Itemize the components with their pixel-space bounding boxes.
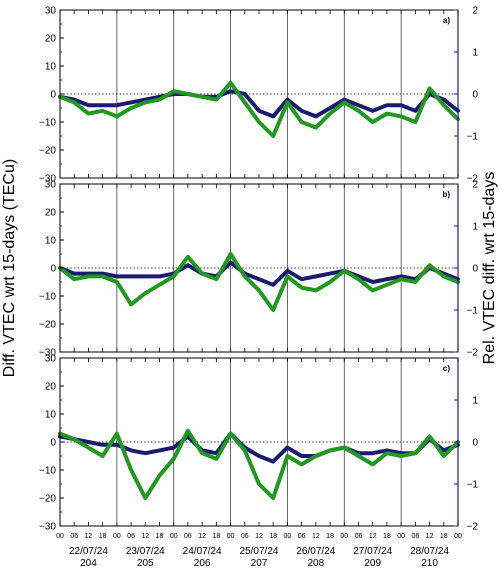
x-tick-label: 12: [255, 533, 263, 540]
doy-label: 208: [308, 558, 325, 568]
y-tick-label-left: −30: [39, 522, 56, 533]
y-tick-label-left: 10: [45, 62, 57, 73]
x-tick-label: 06: [70, 533, 78, 540]
y-tick-label-right: −1: [467, 480, 479, 491]
x-tick-label: 18: [156, 533, 164, 540]
left-axis-title: Diff. VTEC wrt 15-days (TECu): [1, 159, 18, 377]
y-tick-label-right: 1: [472, 222, 478, 233]
panel-label: b): [442, 190, 450, 199]
y-tick-label-left: 30: [45, 6, 57, 17]
series-line-2: [58, 252, 460, 312]
x-tick-label: 06: [184, 533, 192, 540]
y-tick-label-left: −10: [39, 118, 56, 129]
x-tick-label: 00: [284, 533, 292, 540]
x-tick-label: 06: [298, 533, 306, 540]
y-tick-label-left: 10: [45, 236, 57, 247]
y-tick-label-right: −2: [467, 348, 479, 359]
date-label: 28/07/24: [410, 546, 449, 557]
y-tick-label-left: 0: [50, 438, 56, 449]
x-tick-label: 00: [227, 533, 235, 540]
date-label: 25/07/24: [240, 546, 279, 557]
y-tick-label-right: 2: [472, 6, 478, 17]
doy-label: 205: [137, 558, 154, 568]
y-tick-label-left: 10: [45, 410, 57, 421]
y-tick-label-left: −10: [39, 292, 56, 303]
x-tick-label: 12: [85, 533, 93, 540]
y-tick-label-right: −2: [467, 522, 479, 533]
x-tick-label: 18: [440, 533, 448, 540]
panel-label: c): [443, 364, 450, 373]
y-tick-label-right: 0: [472, 90, 478, 101]
series-line-2: [58, 80, 460, 138]
x-tick-label: 06: [127, 533, 135, 540]
series-line-1: [58, 89, 460, 119]
x-tick-label: 18: [99, 533, 107, 540]
y-tick-label-left: −20: [39, 494, 56, 505]
x-tick-label: 18: [212, 533, 220, 540]
y-tick-label-left: 0: [50, 264, 56, 275]
doy-label: 209: [364, 558, 381, 568]
x-tick-label: 00: [56, 533, 64, 540]
y-tick-label-left: −30: [39, 348, 56, 359]
x-tick-label: 12: [426, 533, 434, 540]
y-tick-label-right: 1: [472, 48, 478, 59]
series-line-1: [58, 431, 460, 464]
y-tick-label-right: 2: [472, 180, 478, 191]
x-tick-label: 00: [170, 533, 178, 540]
date-label: 23/07/24: [126, 546, 165, 557]
y-tick-label-left: −20: [39, 146, 56, 157]
y-tick-label-right: −2: [467, 174, 479, 185]
y-tick-label-right: −1: [467, 306, 479, 317]
x-tick-label: 12: [141, 533, 149, 540]
doy-label: 206: [194, 558, 211, 568]
y-tick-label-left: −30: [39, 174, 56, 185]
date-label: 27/07/24: [353, 546, 392, 557]
y-tick-label-left: −20: [39, 320, 56, 331]
y-tick-label-right: 1: [472, 396, 478, 407]
y-tick-label-left: 30: [45, 354, 57, 365]
x-tick-label: 00: [397, 533, 405, 540]
doy-label: 204: [80, 558, 97, 568]
y-tick-label-left: 20: [45, 382, 57, 393]
date-label: 22/07/24: [69, 546, 108, 557]
date-label: 26/07/24: [296, 546, 335, 557]
y-tick-label-right: 0: [472, 264, 478, 275]
y-tick-label-right: −1: [467, 132, 479, 143]
x-tick-label: 00: [113, 533, 121, 540]
y-tick-label-left: 30: [45, 180, 57, 191]
y-tick-label-left: 0: [50, 90, 56, 101]
doy-label: 210: [421, 558, 438, 568]
x-tick-label: 00: [340, 533, 348, 540]
doy-label: 207: [251, 558, 268, 568]
x-tick-label: 06: [411, 533, 419, 540]
x-tick-label: 12: [198, 533, 206, 540]
series-line-2: [58, 428, 460, 500]
x-tick-label: 12: [369, 533, 377, 540]
panel-label: a): [443, 16, 450, 25]
x-tick-label: 00: [454, 533, 462, 540]
x-tick-label: 18: [269, 533, 277, 540]
y-tick-label-left: 20: [45, 34, 57, 45]
x-tick-label: 18: [383, 533, 391, 540]
right-axis-title: Rel. VTEC diff. wrt 15-days: [481, 172, 498, 365]
y-tick-label-right: 0: [472, 438, 478, 449]
y-tick-label-left: −10: [39, 466, 56, 477]
y-tick-label-left: 20: [45, 208, 57, 219]
date-label: 24/07/24: [183, 546, 222, 557]
x-tick-label: 18: [326, 533, 334, 540]
x-tick-label: 06: [241, 533, 249, 540]
x-tick-label: 06: [355, 533, 363, 540]
series-line-1: [58, 260, 460, 287]
x-tick-label: 12: [312, 533, 320, 540]
